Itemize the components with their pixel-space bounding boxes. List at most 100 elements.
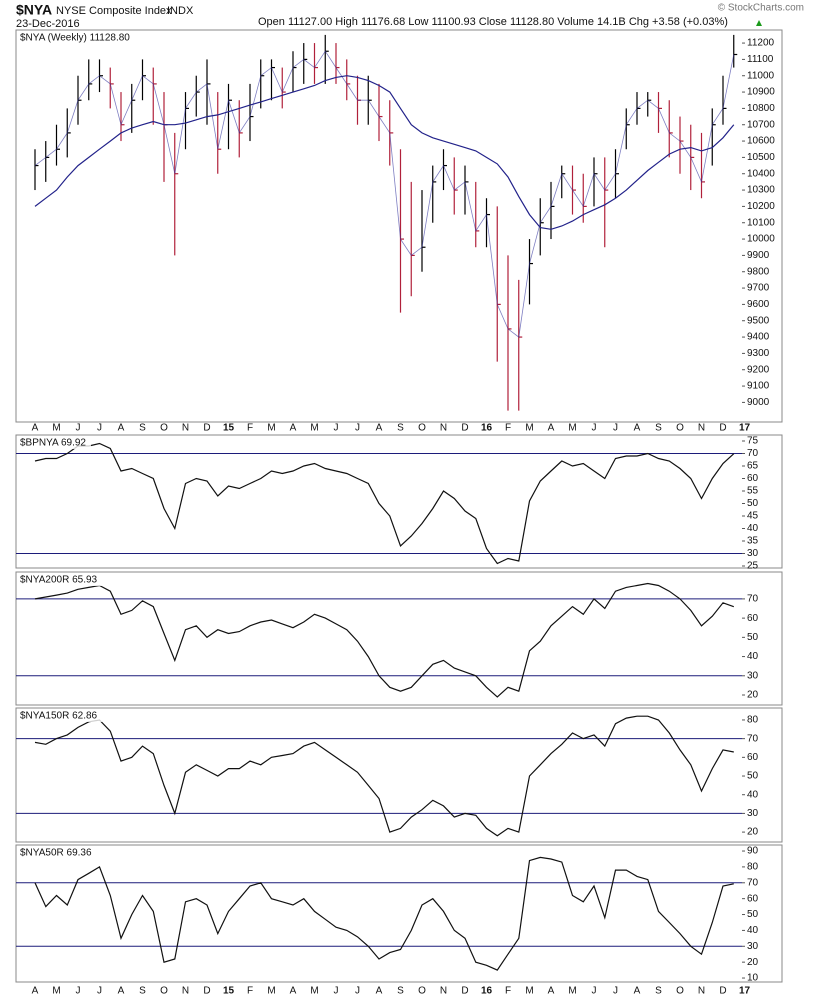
x-tick-label: J [76,986,81,997]
x-tick-label: A [32,423,39,434]
indicator-line [34,856,734,971]
y-tick-label: 50 [747,909,759,920]
x-tick-label: A [634,986,641,997]
y-tick-label: 9800 [747,266,770,277]
x-tick-label: F [505,423,511,434]
y-tick-label: 60 [747,613,759,624]
y-tick-label: 9600 [747,299,770,310]
index-name: NYSE Composite Index [56,5,172,17]
x-tick-label: D [461,423,468,434]
y-tick-label: 9900 [747,250,770,261]
x-tick-label: S [139,423,146,434]
x-tick-label: A [376,986,383,997]
y-tick-label: 9100 [747,381,770,392]
y-tick-label: 50 [747,771,759,782]
y-tick-label: 25 [747,561,759,572]
x-tick-label: J [592,423,597,434]
y-tick-label: 50 [747,498,759,509]
y-tick-label: 9500 [747,315,770,326]
x-tick-label: J [97,986,102,997]
x-tick-label: J [613,986,618,997]
x-tick-label: 15 [223,986,235,997]
quote: Open 11127.00 High 11176.68 Low 11100.93… [258,16,728,28]
indicator-line [34,442,735,565]
legend-bg [17,709,103,722]
x-tick-label: J [355,423,360,434]
y-tick-label: 40 [747,925,759,936]
moving-average [34,75,735,230]
panel-frame [15,434,783,569]
x-tick-label: O [160,423,168,434]
y-tick-label: 9300 [747,348,770,359]
y-tick-label: 65 [747,461,759,472]
x-tick-label: N [182,423,189,434]
y-tick-label: 75 [747,436,759,447]
x-tick-label: J [592,986,597,997]
y-tick-label: 9200 [747,364,770,375]
x-tick-label: S [655,423,662,434]
x-tick-label: 17 [739,986,751,997]
y-tick-label: 30 [747,670,759,681]
x-tick-label: 17 [739,423,751,434]
x-tick-label: S [397,423,404,434]
y-tick-label: 10400 [747,168,775,179]
x-tick-label: M [525,423,533,434]
y-tick-label: 50 [747,632,759,643]
x-tick-label: 16 [481,423,493,434]
y-tick-label: 20 [747,957,759,968]
price-line [34,50,735,338]
x-tick-label: J [355,986,360,997]
y-tick-label: 40 [747,789,759,800]
y-tick-label: 11000 [747,70,775,81]
y-tick-label: 70 [747,733,759,744]
y-tick-label: 10800 [747,103,775,114]
y-tick-label: 10600 [747,136,775,147]
y-tick-label: 35 [747,536,759,547]
x-tick-label: N [698,423,705,434]
y-tick-label: 9700 [747,283,770,294]
y-tick-label: 80 [747,862,759,873]
x-tick-label: A [548,423,555,434]
y-tick-label: 10 [747,973,759,984]
y-tick-label: 40 [747,651,759,662]
exchange: INDX [167,5,194,17]
x-tick-label: M [568,423,576,434]
y-tick-label: 60 [747,473,759,484]
x-tick-label: J [613,423,618,434]
x-tick-label: O [160,986,168,997]
x-tick-label: N [698,986,705,997]
x-tick-label: O [418,423,426,434]
x-tick-label: D [719,986,726,997]
x-tick-label: M [310,986,318,997]
x-tick-label: J [334,986,339,997]
x-tick-label: M [568,986,576,997]
x-tick-label: 16 [481,986,493,997]
y-tick-label: 10200 [747,201,775,212]
x-tick-label: S [139,986,146,997]
legend: $NYA150R 62.86 [20,711,98,722]
x-tick-label: F [505,986,511,997]
y-tick-label: 11100 [747,54,774,65]
y-tick-label: 45 [747,511,759,522]
credit: © StockCharts.com [718,3,804,14]
y-tick-label: 40 [747,523,759,534]
x-tick-label: M [525,986,533,997]
x-tick-label: D [719,423,726,434]
x-tick-label: N [182,986,189,997]
y-tick-label: 10300 [747,185,775,196]
x-tick-label: A [118,423,125,434]
symbol: $NYA [16,2,52,18]
y-tick-label: 11200 [747,38,775,49]
y-tick-label: 80 [747,715,759,726]
y-tick-label: 30 [747,548,759,559]
indicator-line [34,582,735,698]
y-tick-label: 10500 [747,152,775,163]
x-tick-label: A [376,423,383,434]
legend: $BPNYA 69.92 [20,438,86,449]
x-tick-label: A [634,423,641,434]
y-tick-label: 70 [747,594,759,605]
y-tick-label: 9400 [747,332,770,343]
x-tick-label: J [76,423,81,434]
